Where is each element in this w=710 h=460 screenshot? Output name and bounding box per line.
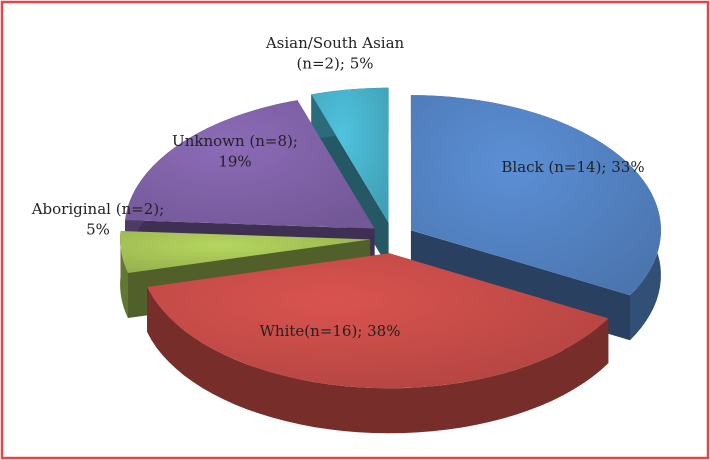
- pie-slice: [120, 230, 371, 274]
- slice-label: White(n=16); 38%: [260, 322, 401, 340]
- slice-label: Asian/South Asian (n=2); 5%: [265, 34, 405, 72]
- slice-rim: [147, 286, 609, 434]
- slice-label: Black (n=14); 33%: [501, 158, 644, 176]
- pie-slice: [311, 87, 389, 223]
- pie-slice: [410, 95, 661, 296]
- slice-label: Aboriginal (n=2); 5%: [31, 200, 165, 238]
- slice-rim: [120, 231, 128, 318]
- pie-slice: [147, 253, 609, 389]
- slice-label: Unknown (n=8); 19%: [172, 132, 298, 170]
- pie-slice: [125, 100, 375, 229]
